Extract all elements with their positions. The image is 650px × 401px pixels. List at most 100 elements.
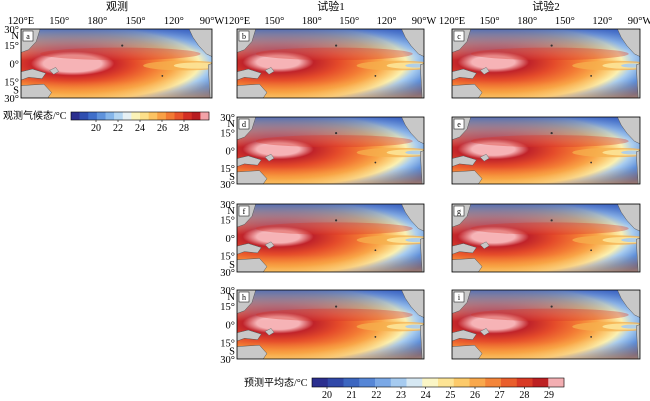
land-new-guinea: [479, 153, 490, 162]
panel-field: [452, 290, 640, 359]
land-hawaii: [335, 305, 338, 308]
column-title-exp1: 试验1: [317, 0, 345, 13]
panel-label-box: [238, 30, 250, 42]
lat-tick-label: S: [13, 86, 19, 97]
land-north-america: [617, 117, 640, 145]
lat-tick-label: N: [11, 31, 19, 42]
lon-tick-label: 150°: [555, 16, 575, 27]
itcz-warm-band: [255, 308, 413, 322]
colorbar-tick-label: 22: [113, 123, 123, 134]
land-south-america: [419, 237, 424, 272]
colorbar-tick-label: 20: [322, 390, 332, 401]
colorbar-swatch: [469, 378, 486, 387]
lat-tick-label: 30°: [4, 25, 19, 36]
land-new-guinea: [264, 67, 275, 75]
lon-tick-label: 180°: [517, 16, 537, 27]
colorbar-swatch: [191, 112, 201, 120]
lat-tick-label: 30°: [220, 180, 235, 191]
panel-field: [237, 204, 424, 272]
land-south-america: [635, 63, 640, 98]
panel-label-box: [238, 118, 250, 130]
lat-tick-label: 0°: [226, 234, 235, 245]
lat-tick-label: 30°: [220, 200, 235, 211]
colorbar-tick-label: 28: [179, 123, 189, 134]
colorbar-swatch: [312, 378, 329, 387]
cold-tongue-tip: [405, 63, 424, 68]
panel-label: f: [243, 207, 246, 216]
lat-tick-label: N: [227, 119, 235, 130]
land-australia: [237, 170, 268, 184]
land-south-america: [635, 237, 640, 272]
lon-tick-label: 120°E: [8, 16, 34, 27]
colorbar-tick-label: 26: [470, 390, 480, 401]
lat-tick-label: 15°: [220, 338, 235, 349]
land-hawaii: [550, 219, 553, 222]
colorbar-swatch: [343, 378, 360, 387]
colorbar-swatch: [131, 112, 141, 120]
itcz-warm-band: [470, 47, 629, 61]
map-panel-f: f30°N15°0°15°S30°: [220, 200, 425, 279]
land-maritime: [21, 68, 47, 81]
colorbar-swatch: [453, 378, 470, 387]
land-australia: [237, 258, 268, 272]
land-north-america: [188, 29, 212, 57]
lat-tick-label: S: [229, 347, 235, 358]
panel-label-box: [453, 118, 465, 130]
land-north-america: [401, 29, 424, 57]
lon-tick-label: 180°: [302, 16, 322, 27]
panel-field: [237, 29, 424, 98]
map-panel-h: h30°N15°0°15°S30°: [220, 286, 425, 366]
cold-tongue-tip: [405, 324, 424, 329]
lon-tick-label: 150°: [480, 16, 500, 27]
colorbar-swatch: [148, 112, 158, 120]
colorbar-tick-label: 20: [91, 123, 101, 134]
lat-tick-label: 15°: [220, 216, 235, 227]
land-hawaii: [335, 44, 338, 47]
panel-label: g: [457, 207, 461, 216]
land-maritime: [452, 155, 477, 167]
colorbar-swatch: [96, 112, 106, 120]
lat-tick-label: S: [229, 172, 235, 183]
land-north-america: [617, 204, 640, 232]
land-australia: [21, 83, 52, 98]
land-new-guinea: [479, 328, 490, 336]
lat-tick-label: 15°: [220, 252, 235, 263]
colorbar-swatch: [501, 378, 518, 387]
colorbar-swatch: [88, 112, 98, 120]
land-south-america: [635, 324, 640, 359]
panel-field: [452, 204, 640, 272]
map-panel-c: c 120°E 150° 180° 150° 120° 90°W: [439, 16, 650, 99]
land-new-guinea: [479, 241, 490, 250]
panel-label: a: [26, 32, 30, 41]
panel-label-box: [453, 205, 465, 217]
itcz-warm-band: [255, 47, 413, 61]
lon-tick-label: 150°: [126, 16, 146, 27]
colorbar-tick-label: 27: [495, 390, 505, 401]
itcz-warm-band: [470, 135, 629, 148]
land-north-america: [617, 29, 640, 57]
lat-tick-label: 15°: [4, 77, 19, 88]
land-australia: [237, 83, 268, 98]
colorbar-swatch: [438, 378, 455, 387]
colorbar-swatch: [359, 378, 376, 387]
lon-tick-label: 120°: [377, 16, 397, 27]
itcz-warm-band: [40, 47, 201, 61]
panel-frame: [236, 203, 425, 273]
land-maritime: [237, 68, 262, 81]
colorbar-swatch: [532, 378, 549, 387]
colorbar-frame: [311, 377, 565, 388]
lat-tick-label: 0°: [226, 147, 235, 158]
itcz-warm-band: [470, 308, 629, 322]
colorbar-swatch: [485, 378, 502, 387]
lat-tick-label: 30°: [220, 355, 235, 366]
panel-label: d: [242, 120, 246, 129]
land-maritime: [237, 329, 262, 342]
land-maritime: [452, 243, 477, 255]
obs-colorbar-title: 观测气候态/°C: [3, 109, 67, 122]
column-title-exp2: 试验2: [532, 0, 560, 13]
cold-tongue-tip: [621, 238, 640, 243]
panel-frame: [20, 28, 213, 99]
lat-tick-label: 30°: [220, 113, 235, 124]
